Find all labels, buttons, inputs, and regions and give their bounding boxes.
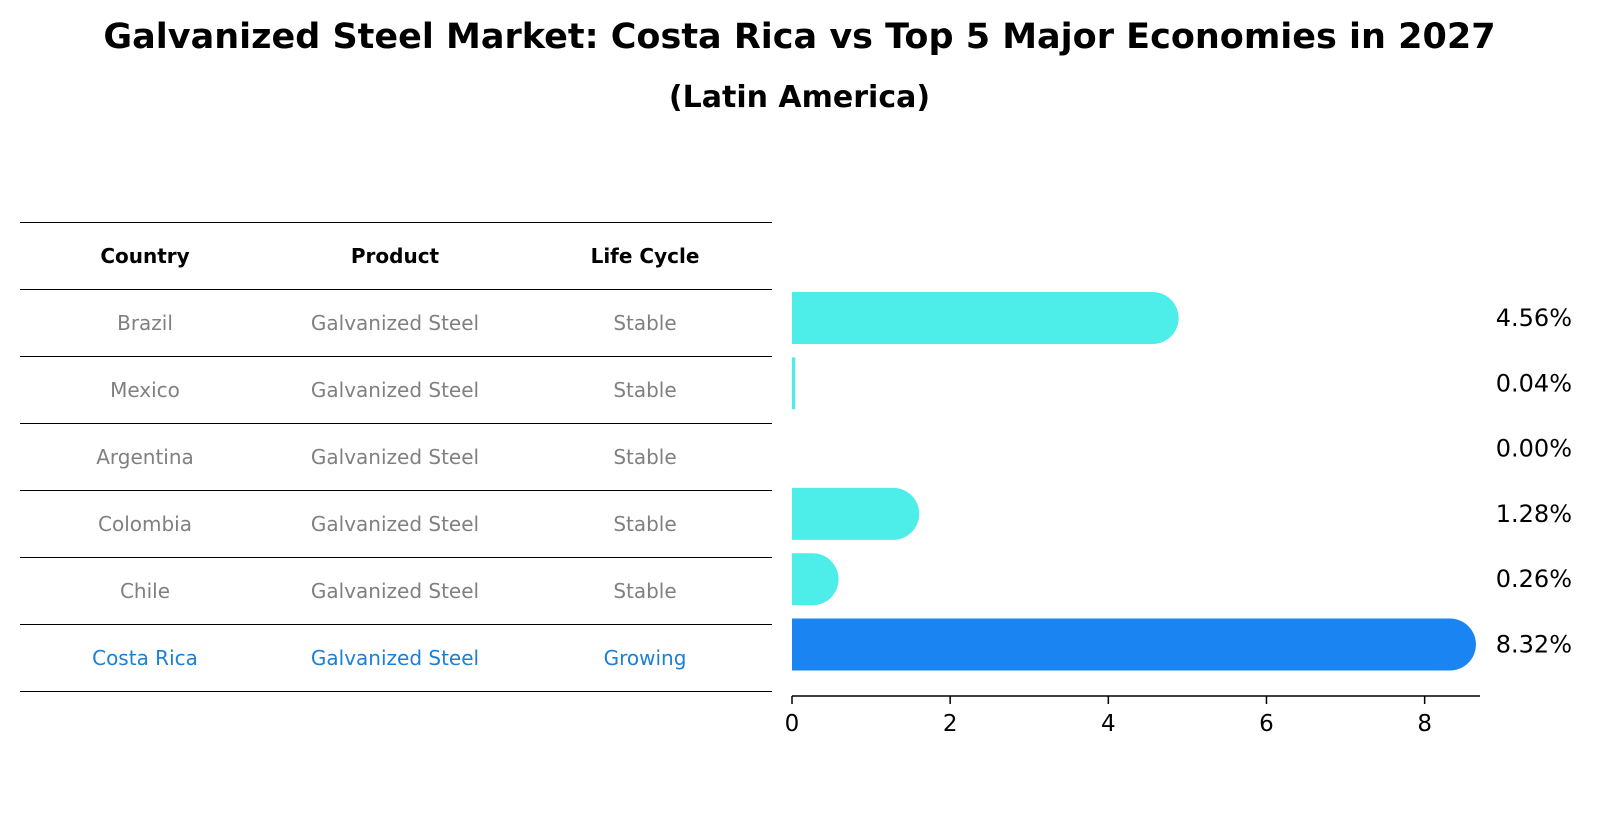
value-label: 0.00% (1496, 435, 1572, 463)
bar-brazil (792, 292, 1179, 344)
value-label: 4.56% (1496, 304, 1572, 332)
chart-subtitle: (Latin America) (668, 80, 931, 115)
bar-costa-rica (792, 618, 1476, 671)
table-row: Brazil Galvanized Steel Stable (20, 289, 772, 356)
product-cell: Galvanized Steel (310, 378, 480, 402)
table-row: Chile Galvanized Steel Stable (20, 557, 772, 624)
life-cycle-cell: Stable (613, 378, 677, 402)
table-row: Mexico Galvanized Steel Stable (20, 356, 772, 423)
data-table: Country Product Life Cycle Brazil Galvan… (20, 222, 772, 692)
product-cell: Galvanized Steel (310, 579, 480, 603)
bar-chile (792, 553, 839, 606)
value-label: 0.26% (1496, 565, 1572, 593)
value-label: 0.04% (1496, 369, 1572, 397)
table-header-row: Country Product Life Cycle (20, 222, 772, 289)
product-cell: Galvanized Steel (310, 512, 480, 536)
table-row-highlight: Costa Rica Galvanized Steel Growing (20, 624, 772, 692)
country-cell: Brazil (117, 311, 173, 335)
country-cell: Colombia (98, 512, 192, 536)
value-label: 8.32% (1496, 631, 1572, 659)
x-tick-label: 4 (1101, 711, 1116, 737)
life-cycle-cell: Stable (613, 512, 677, 536)
bar-mexico (792, 357, 796, 410)
x-tick-label: 8 (1417, 711, 1432, 737)
life-cycle-cell: Stable (613, 579, 677, 603)
bar-chart: 4.56% 0.04% 0.00% 1.28% 0.26% 8.32% 0 2 4 6 8 (785, 292, 1572, 737)
product-cell: Galvanized Steel (310, 646, 480, 670)
life-cycle-cell: Stable (613, 311, 677, 335)
country-cell: Chile (119, 579, 171, 603)
x-tick-label: 6 (1259, 711, 1274, 737)
life-cycle-cell: Stable (613, 445, 677, 469)
table-row: Colombia Galvanized Steel Stable (20, 490, 772, 557)
country-cell: Costa Rica (92, 646, 198, 670)
product-cell: Galvanized Steel (310, 445, 480, 469)
life-cycle-cell: Growing (603, 646, 687, 670)
value-label: 1.28% (1496, 500, 1572, 528)
column-header-country: Country (100, 244, 190, 268)
table-row: Argentina Galvanized Steel Stable (20, 423, 772, 490)
column-header-product: Product (350, 244, 440, 268)
column-header-life-cycle: Life Cycle (590, 244, 700, 268)
bar-colombia (792, 487, 920, 540)
country-cell: Mexico (110, 378, 180, 402)
product-cell: Galvanized Steel (310, 311, 480, 335)
x-tick-label: 2 (943, 711, 958, 737)
country-cell: Argentina (96, 445, 194, 469)
chart-title: Galvanized Steel Market: Costa Rica vs T… (103, 17, 1496, 57)
x-tick-label: 0 (785, 711, 800, 737)
